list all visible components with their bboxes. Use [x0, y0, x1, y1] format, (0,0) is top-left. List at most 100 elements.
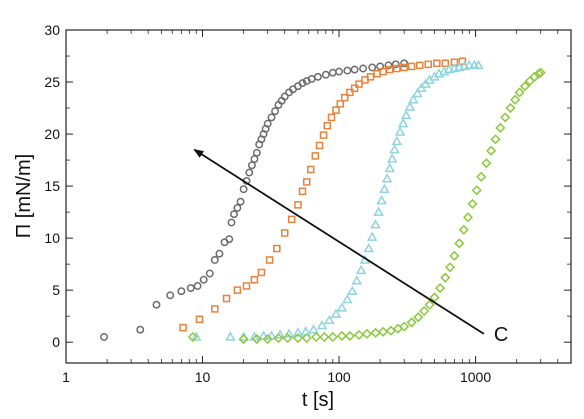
series-layer: [100, 57, 546, 345]
data-point: [271, 107, 280, 116]
data-point: [454, 238, 465, 249]
data-point: [471, 185, 482, 196]
data-point: [350, 65, 359, 74]
series-4: [187, 67, 546, 345]
data-point: [292, 327, 304, 337]
data-point: [368, 63, 377, 72]
y-tick-label: 10: [44, 230, 60, 246]
data-point: [433, 59, 441, 68]
data-point: [370, 219, 381, 229]
data-point: [186, 284, 195, 293]
data-point: [400, 109, 412, 120]
data-point: [315, 141, 324, 150]
data-point: [359, 64, 368, 73]
data-point: [361, 328, 372, 339]
data-point: [353, 329, 365, 340]
x-axis-label: t [s]: [302, 389, 334, 411]
data-point: [473, 59, 484, 70]
data-point: [257, 268, 266, 277]
data-point: [444, 262, 456, 273]
data-point: [462, 212, 474, 223]
y-axis-label: Π [mN/m]: [13, 154, 35, 238]
data-point: [215, 249, 224, 258]
y-tick-label: 15: [44, 178, 60, 194]
data-point: [415, 61, 424, 70]
series-2: [179, 57, 467, 332]
data-point: [505, 102, 516, 114]
data-point: [227, 218, 236, 227]
data-point: [510, 94, 521, 105]
data-point: [400, 59, 409, 68]
data-point: [236, 197, 245, 206]
data-point: [210, 256, 219, 264]
data-point: [535, 67, 546, 78]
data-point: [222, 294, 231, 303]
y-tick-label: 30: [44, 22, 60, 38]
data-point: [292, 332, 304, 344]
data-point: [500, 112, 511, 123]
data-point: [384, 61, 393, 70]
series-1: [100, 59, 409, 341]
data-point: [311, 152, 320, 160]
data-point: [152, 300, 161, 309]
data-point: [346, 285, 358, 295]
data-point: [386, 153, 398, 163]
data-point: [294, 201, 302, 209]
data-point: [211, 305, 219, 313]
annotation-layer: C: [193, 148, 508, 346]
data-point: [486, 145, 497, 156]
data-point: [370, 327, 381, 338]
data-point: [351, 275, 363, 285]
data-point: [373, 69, 381, 78]
data-point: [303, 178, 311, 186]
data-point: [245, 168, 254, 177]
data-point: [336, 330, 348, 342]
annotation-arrow: [193, 148, 485, 335]
data-point: [230, 210, 238, 219]
data-point: [327, 113, 336, 122]
data-point: [100, 333, 109, 341]
data-point: [391, 135, 403, 146]
data-point: [319, 131, 328, 139]
data-point: [441, 59, 450, 68]
x-tick-label: 100: [327, 369, 351, 385]
data-point: [283, 328, 295, 338]
data-point: [379, 183, 390, 193]
data-point: [389, 144, 400, 154]
data-point: [464, 59, 475, 70]
data-point: [205, 269, 214, 278]
y-tick-label: 0: [52, 334, 60, 350]
data-point: [319, 331, 330, 343]
data-point: [376, 195, 387, 205]
y-tick-label: 25: [44, 74, 60, 90]
data-point: [324, 314, 335, 325]
data-point: [435, 283, 446, 294]
data-point: [424, 60, 432, 69]
data-point: [490, 134, 501, 145]
data-point: [136, 325, 145, 334]
data-point: [407, 62, 416, 71]
data-point: [384, 162, 396, 173]
data-point: [233, 203, 242, 212]
data-point: [239, 185, 248, 194]
data-point: [177, 287, 186, 296]
data-point: [355, 264, 367, 275]
data-point: [394, 126, 406, 136]
data-point: [282, 332, 293, 344]
data-point: [273, 244, 281, 253]
data-point: [311, 331, 322, 343]
data-point: [350, 84, 359, 93]
data-point: [250, 276, 259, 284]
data-point: [265, 256, 274, 264]
x-tick-label: 1: [62, 369, 70, 385]
data-point: [440, 272, 451, 283]
data-point: [306, 165, 315, 174]
data-point: [458, 57, 467, 65]
data-point: [495, 122, 506, 133]
data-point: [166, 291, 175, 300]
data-point: [195, 315, 204, 324]
x-tick-label: 1000: [460, 369, 491, 385]
data-point: [301, 332, 312, 344]
data-point: [449, 250, 460, 261]
